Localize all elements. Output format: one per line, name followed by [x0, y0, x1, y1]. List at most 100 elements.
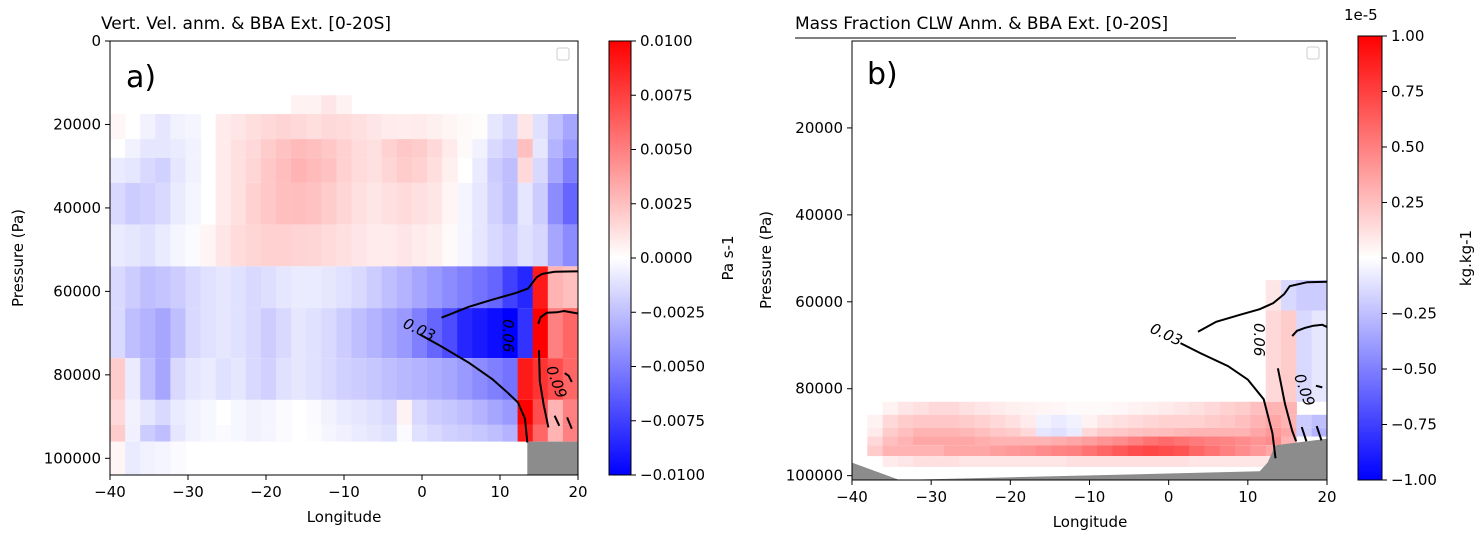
heatmap-cell — [306, 358, 322, 400]
heatmap-cell — [381, 399, 398, 425]
heatmap-cell — [1127, 456, 1144, 467]
heatmap-cell — [1035, 436, 1052, 446]
heatmap-cell — [1281, 427, 1297, 437]
heatmap-cell — [1189, 456, 1206, 467]
heatmap-cell — [125, 441, 141, 475]
contour-label-003-b: 0.03 — [1147, 319, 1185, 349]
heatmap-cell — [411, 224, 428, 267]
contour-line-009 — [566, 417, 573, 430]
heatmap-cell — [155, 114, 171, 140]
heatmap-cell — [989, 456, 1006, 467]
y-tick-label: 80000 — [795, 380, 843, 398]
colorbar-tick-label: 1.00 — [1391, 27, 1424, 45]
heatmap-cell — [110, 399, 126, 425]
heatmap-cell — [427, 182, 443, 225]
heatmap-cell — [517, 157, 534, 183]
heatmap-cell — [185, 157, 202, 183]
heatmap-cell — [110, 358, 126, 400]
colorbar-tick-label: 0.25 — [1391, 194, 1424, 212]
heatmap-cell — [291, 224, 307, 267]
heatmap-cell — [502, 182, 519, 225]
heatmap-cell — [959, 414, 976, 428]
panel-b-heatmap — [867, 280, 1327, 467]
heatmap-cell — [276, 266, 292, 309]
terrain-mask — [527, 441, 578, 475]
x-tick-label: 20 — [568, 483, 587, 501]
heatmap-cell — [110, 441, 126, 475]
colorbar-tick-label: −0.25 — [1391, 305, 1437, 323]
heatmap-cell — [366, 266, 383, 309]
heatmap-cell — [110, 308, 126, 359]
heatmap-cell — [1219, 414, 1236, 428]
y-tick-label: 40000 — [795, 206, 843, 224]
heatmap-cell — [1020, 427, 1037, 437]
heatmap-cell — [155, 308, 171, 359]
heatmap-cell — [245, 182, 262, 225]
heatmap-cell — [1235, 456, 1251, 467]
x-tick-label: −40 — [836, 488, 868, 506]
heatmap-cell — [1127, 414, 1144, 428]
heatmap-cell — [897, 414, 914, 428]
heatmap-cell — [1281, 401, 1297, 415]
heatmap-cell — [427, 139, 443, 158]
heatmap-cell — [170, 308, 187, 359]
heatmap-cell — [1189, 436, 1206, 446]
heatmap-cell — [321, 358, 338, 400]
heatmap-cell — [928, 427, 945, 437]
heatmap-cell — [1158, 427, 1175, 437]
heatmap-cell — [411, 358, 428, 400]
heatmap-cell — [396, 157, 413, 183]
heatmap-cell — [245, 224, 262, 267]
heatmap-cell — [351, 308, 368, 359]
heatmap-cell — [562, 139, 578, 158]
heatmap-cell — [411, 424, 428, 442]
heatmap-cell — [1051, 456, 1068, 467]
heatmap-cell — [867, 436, 884, 446]
heatmap-cell — [381, 139, 398, 158]
heatmap-cell — [1112, 401, 1129, 415]
heatmap-cell — [411, 399, 428, 425]
heatmap-cell — [472, 114, 489, 140]
heatmap-cell — [457, 424, 473, 442]
heatmap-cell — [140, 182, 156, 225]
panel-b: Mass Fraction CLW Anm. & BBA Ext. [0-20S… — [757, 6, 1475, 531]
heatmap-cell — [366, 399, 383, 425]
heatmap-cell — [472, 424, 489, 442]
heatmap-cell — [321, 224, 338, 267]
heatmap-cell — [170, 424, 187, 442]
heatmap-cell — [276, 114, 292, 140]
heatmap-cell — [336, 95, 353, 115]
panel-b-ylabel: Pressure (Pa) — [757, 211, 775, 309]
heatmap-cell — [125, 266, 141, 309]
heatmap-cell — [276, 224, 292, 267]
heatmap-cell — [230, 157, 247, 183]
heatmap-cell — [321, 399, 338, 425]
heatmap-cell — [502, 308, 519, 359]
heatmap-cell — [396, 424, 413, 442]
heatmap-cell — [517, 139, 534, 158]
heatmap-cell — [1035, 456, 1052, 467]
heatmap-cell — [472, 358, 489, 400]
heatmap-cell — [1189, 401, 1206, 415]
heatmap-cell — [897, 445, 914, 457]
heatmap-cell — [1035, 414, 1052, 428]
heatmap-cell — [230, 308, 247, 359]
heatmap-cell — [457, 114, 473, 140]
heatmap-cell — [532, 224, 549, 267]
heatmap-cell — [913, 414, 930, 428]
heatmap-cell — [562, 266, 578, 309]
y-tick-label: 80000 — [53, 366, 101, 384]
heatmap-cell — [487, 182, 504, 225]
heatmap-cell — [487, 266, 504, 309]
heatmap-cell — [336, 424, 353, 442]
heatmap-cell — [125, 308, 141, 359]
heatmap-cell — [276, 139, 292, 158]
heatmap-cell — [562, 182, 578, 225]
heatmap-cell — [1204, 401, 1221, 415]
heatmap-cell — [125, 358, 141, 400]
heatmap-cell — [351, 182, 368, 225]
heatmap-cell — [336, 139, 353, 158]
heatmap-cell — [366, 157, 383, 183]
heatmap-cell — [155, 358, 171, 400]
contour-line-009 — [1315, 425, 1323, 441]
